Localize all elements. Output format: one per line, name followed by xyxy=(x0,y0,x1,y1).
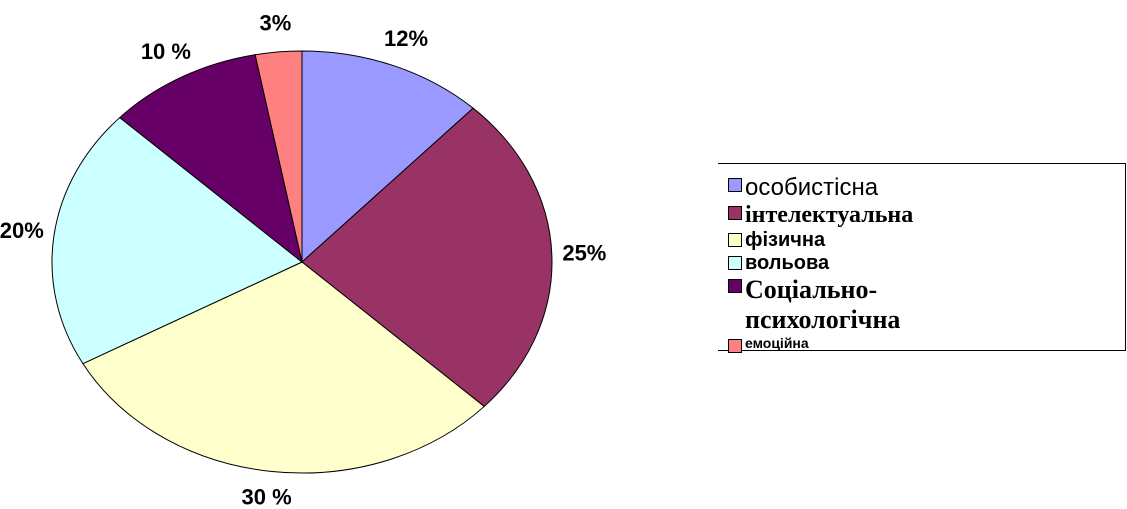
chart: 12% 25% 30 % 20% 10 % 3% xyxy=(0,10,606,509)
pie-slice xyxy=(301,107,553,408)
legend-swatch xyxy=(728,279,742,293)
legend-label: емоційна xyxy=(745,335,809,351)
legend-swatch xyxy=(728,206,742,220)
legend-label: інтелектуальна xyxy=(745,202,914,228)
legend-swatch xyxy=(728,233,742,247)
legend-swatch xyxy=(728,339,742,353)
legend-item: інтелектуальна xyxy=(728,202,1125,229)
legend-label: фізична xyxy=(745,229,826,251)
legend-label: Соціально-психологічна xyxy=(745,275,901,334)
legend-item: Соціально-психологічна xyxy=(728,275,1125,335)
legend-swatch xyxy=(728,178,742,192)
data-label: 3% xyxy=(260,10,292,35)
pie-slice xyxy=(82,261,486,474)
legend-label: особистісна xyxy=(745,174,879,201)
data-label: 20% xyxy=(0,218,44,243)
legend-label: вольова xyxy=(745,252,830,274)
legend-swatch xyxy=(728,256,742,270)
data-label: 10 % xyxy=(141,39,191,64)
legend-item: вольова xyxy=(728,252,1125,275)
legend-item: емоційна xyxy=(728,335,1125,353)
data-label: 12% xyxy=(384,26,428,51)
legend: особистісна інтелектуальна фізична вольова С… xyxy=(718,163,1126,353)
pie-slice xyxy=(301,50,474,264)
data-label: 30 % xyxy=(242,484,292,509)
legend-item: фізична xyxy=(728,229,1125,252)
pie-slice xyxy=(118,54,303,264)
pie-slice xyxy=(51,116,303,365)
legend-item: особистісна xyxy=(728,174,1125,202)
pie-slice xyxy=(254,50,303,263)
data-label: 25% xyxy=(562,240,606,265)
